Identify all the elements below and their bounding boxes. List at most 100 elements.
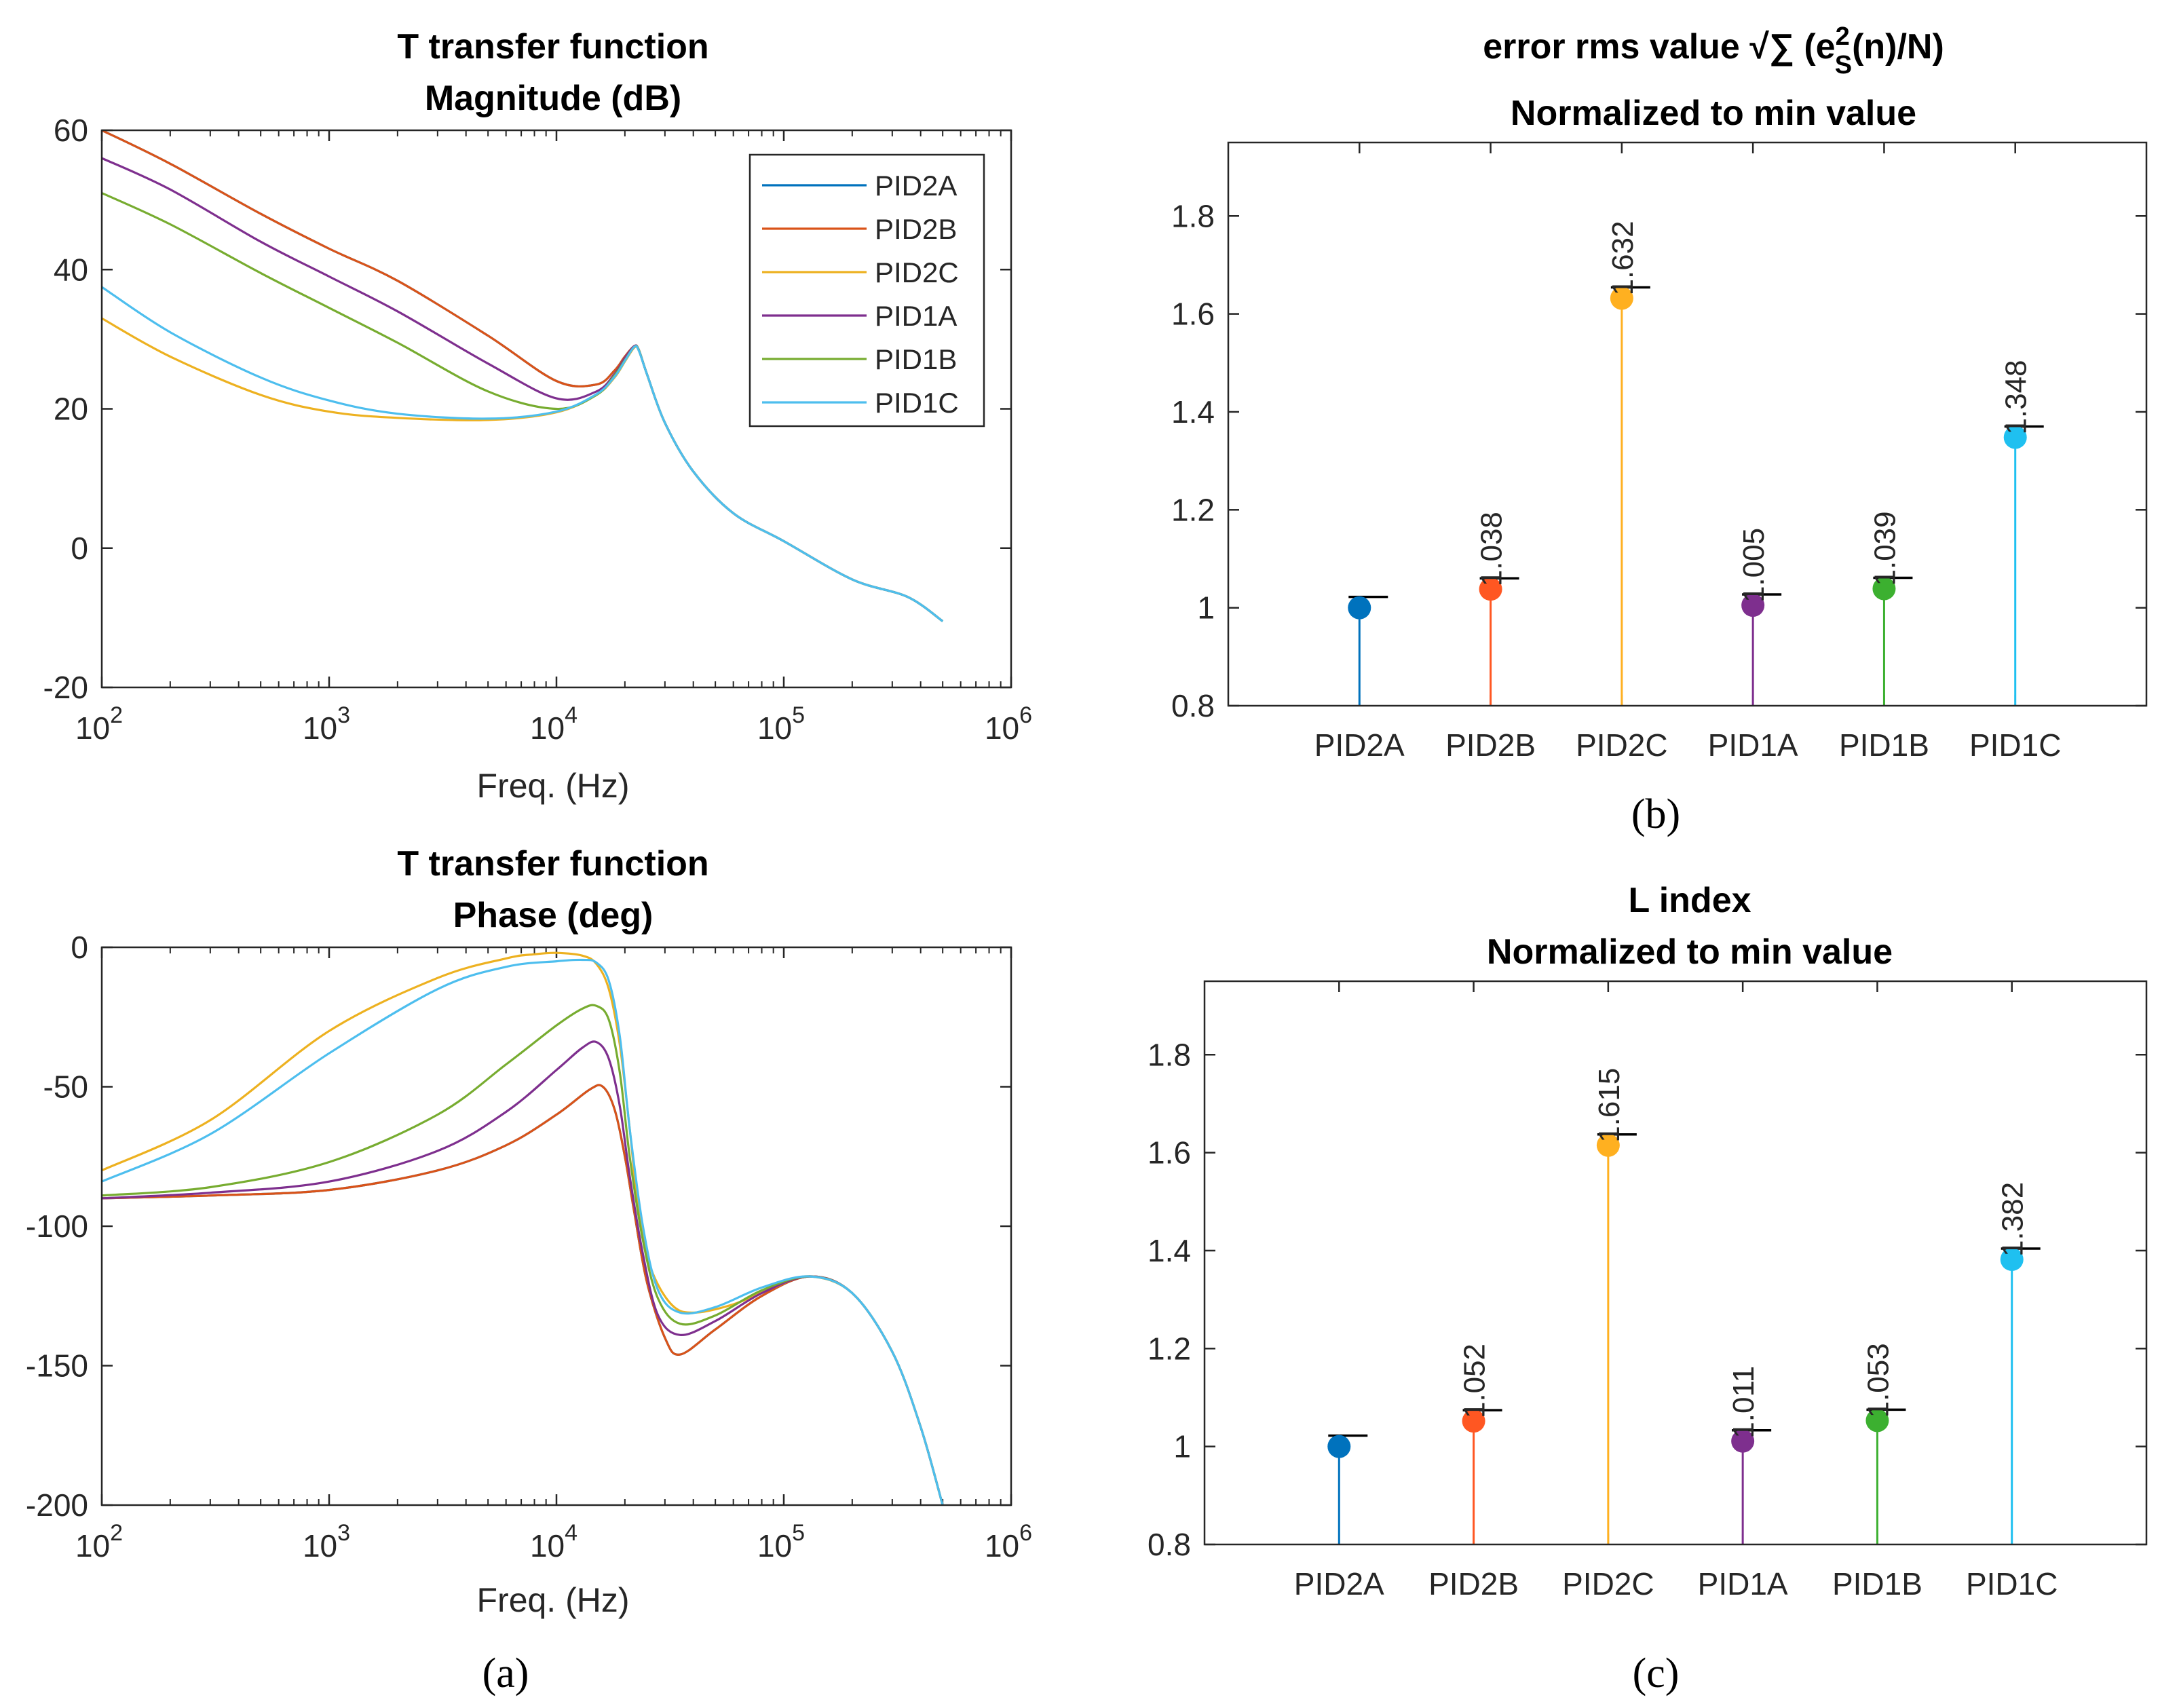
magnitude-y-tick-label: 60 — [54, 113, 88, 148]
l-index-stem-marker-pid2b — [1462, 1409, 1485, 1433]
phase-x-tick-label: 106 — [985, 1520, 1032, 1563]
phase-title-line2: Phase (deg) — [453, 896, 653, 935]
error-rms-title-tail: (n)/N) — [1852, 27, 1944, 67]
legend-label-pid1c: PID1C — [875, 387, 959, 419]
phase-x-tick-label: 102 — [75, 1520, 123, 1563]
l-index-x-tick-label-pid2a: PID2A — [1294, 1566, 1384, 1601]
error-rms-stem-marker-pid2b — [1479, 577, 1502, 601]
error-rms-y-tick-label: 1.4 — [1171, 394, 1215, 430]
magnitude-y-tick-label: 40 — [54, 252, 88, 287]
phase-x-tick-base: 10 — [303, 1528, 337, 1563]
phase-x-tick-exponent: 4 — [565, 1520, 577, 1546]
magnitude-series-group — [102, 130, 944, 622]
error-rms-y-tick-label: 1.6 — [1171, 297, 1215, 332]
magnitude-xlabel: Freq. (Hz) — [477, 767, 630, 805]
error-rms-axes-frame — [1227, 141, 2148, 707]
error-rms-x-tick-label-pid2a: PID2A — [1314, 727, 1405, 763]
phase-x-tick-label: 104 — [530, 1520, 577, 1563]
l-index-x-tick-label-pid1b: PID1B — [1832, 1566, 1922, 1601]
error-rms-stem-marker-pid2c — [1610, 286, 1633, 310]
error-rms-title-line1: error rms value √∑ (e2 S(n)/N) — [1483, 22, 1944, 79]
l-index-title-line2: Normalized to min value — [1487, 932, 1893, 972]
l-index-stem-marker-pid1a — [1731, 1429, 1755, 1453]
phase-y-tick-label: -50 — [43, 1069, 88, 1105]
phase-x-tick-exponent: 3 — [337, 1520, 350, 1546]
l-index-data-label-pid1a: 1.011 — [1727, 1366, 1760, 1439]
l-index-data-label-pid1c: 1.382 — [1996, 1182, 2030, 1257]
magnitude-x-tick-exponent: 4 — [565, 702, 577, 728]
phase-series-pid1a — [102, 1040, 944, 1505]
magnitude-x-tick-label: 104 — [530, 702, 577, 746]
phase-y-tick-label: -150 — [26, 1348, 88, 1384]
l-index-x-tick-label-pid1c: PID1C — [1966, 1566, 2058, 1601]
magnitude-x-tick-base: 10 — [530, 710, 565, 746]
phase-x-tick-base: 10 — [530, 1528, 565, 1563]
phase-y-tick-label: -100 — [26, 1209, 88, 1244]
error-rms-stem-marker-pid1b — [1872, 577, 1896, 601]
panel-label-a: (a) — [482, 1650, 529, 1696]
magnitude-title-line1: T transfer function — [397, 27, 708, 67]
phase-x-tick-base: 10 — [985, 1528, 1019, 1563]
error-rms-title-line2: Normalized to min value — [1511, 94, 1916, 133]
magnitude-y-tick-label: 0 — [71, 531, 88, 566]
error-rms-stem-marker-pid1c — [2003, 425, 2027, 449]
l-index-stem-marker-pid2c — [1596, 1133, 1620, 1157]
legend-label-pid2a: PID2A — [875, 170, 957, 202]
error-rms-x-tick-label-pid2b: PID2B — [1445, 727, 1536, 763]
l-index-x-tick-label-pid2b: PID2B — [1428, 1566, 1519, 1601]
magnitude-series-pid1c — [102, 286, 944, 622]
magnitude-x-tick-label: 105 — [757, 702, 805, 746]
phase-series-pid2b — [102, 1084, 944, 1505]
magnitude-chart: T transfer function Magnitude (dB) Freq.… — [43, 27, 1033, 805]
phase-y-tick-label: -200 — [26, 1487, 88, 1523]
l-index-y-tick-label: 1 — [1173, 1429, 1191, 1464]
magnitude-x-tick-base: 10 — [757, 710, 792, 746]
error-rms-title-main: error rms value √∑ (e — [1483, 27, 1835, 67]
magnitude-x-tick-exponent: 2 — [110, 702, 123, 728]
l-index-y-tick-label: 0.8 — [1148, 1527, 1191, 1562]
error-rms-title-sup: 2 — [1836, 22, 1850, 51]
phase-series-pid2a — [102, 1084, 944, 1505]
magnitude-title-line2: Magnitude (dB) — [425, 79, 681, 118]
error-rms-x-tick-label-pid1a: PID1A — [1708, 727, 1798, 763]
phase-xlabel: Freq. (Hz) — [477, 1581, 630, 1619]
error-rms-data-label-pid2c: 1.632 — [1606, 221, 1640, 295]
l-index-y-tick-label: 1.6 — [1148, 1135, 1191, 1171]
magnitude-x-tick-label: 103 — [303, 702, 350, 746]
error-rms-data-label-pid2b: 1.038 — [1475, 512, 1509, 586]
phase-x-tick-base: 10 — [757, 1528, 792, 1563]
legend-label-pid2b: PID2B — [875, 213, 957, 245]
error-rms-x-tick-label-pid1c: PID1C — [1969, 727, 2061, 763]
error-rms-x-tick-label-pid2c: PID2C — [1576, 727, 1667, 763]
phase-axes-frame — [100, 946, 1012, 1506]
error-rms-x-tick-label-pid1b: PID1B — [1839, 727, 1929, 763]
error-rms-y-tick-label: 1 — [1197, 590, 1215, 626]
magnitude-x-tick-exponent: 6 — [1019, 702, 1032, 728]
magnitude-axes-frame — [100, 129, 1012, 689]
error-rms-y-tick-label: 1.8 — [1171, 198, 1215, 233]
magnitude-x-tick-base: 10 — [303, 710, 337, 746]
error-rms-data-label-pid1c: 1.348 — [2000, 360, 2033, 434]
legend-box — [749, 153, 985, 428]
error-rms-y-tick-label: 0.8 — [1171, 688, 1215, 723]
l-index-title-line1: L index — [1628, 881, 1751, 920]
phase-x-tick-base: 10 — [75, 1528, 110, 1563]
phase-title-line1: T transfer function — [397, 844, 708, 884]
phase-x-tick-exponent: 2 — [110, 1520, 123, 1546]
phase-x-tick-exponent: 5 — [792, 1520, 805, 1546]
magnitude-x-tick-base: 10 — [985, 710, 1019, 746]
magnitude-x-tick-label: 106 — [985, 702, 1032, 746]
magnitude-x-tick-label: 102 — [75, 702, 123, 746]
phase-series-pid1b — [102, 1004, 944, 1505]
panel-label-b: (b) — [1631, 791, 1680, 837]
panel-label-c: (c) — [1633, 1650, 1680, 1696]
magnitude-y-tick-label: -20 — [43, 670, 88, 705]
l-index-axes-frame — [1203, 980, 2148, 1546]
magnitude-y-tick-label: 20 — [54, 392, 88, 427]
magnitude-x-tick-exponent: 5 — [792, 702, 805, 728]
l-index-stem-marker-pid2a — [1327, 1435, 1351, 1458]
phase-y-tick-label: 0 — [71, 930, 88, 965]
l-index-stem-marker-pid1c — [2000, 1247, 2024, 1271]
l-index-y-tick-label: 1.4 — [1148, 1233, 1191, 1268]
